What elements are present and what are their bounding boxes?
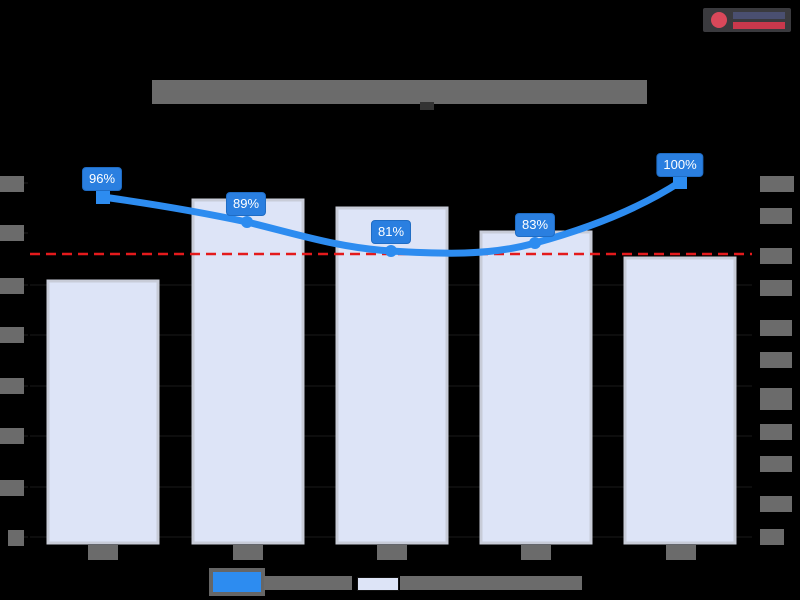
logo-mark-icon — [711, 12, 727, 28]
chart-subtitle-mark — [420, 102, 434, 110]
bars — [46, 198, 737, 545]
legend-bar-label — [400, 576, 582, 590]
legend-line-swatch — [209, 568, 265, 596]
logo-text-top — [733, 12, 785, 19]
x-label — [88, 545, 118, 560]
x-label — [377, 545, 407, 560]
line-markers — [96, 175, 687, 257]
brand-logo — [703, 8, 791, 32]
logo-text-bottom — [733, 22, 785, 29]
data-label: 89% — [225, 192, 267, 216]
data-label: 100% — [656, 153, 704, 177]
chart-title — [152, 80, 647, 104]
legend-bar-swatch — [357, 577, 399, 591]
legend-line-label — [264, 576, 352, 590]
x-label — [233, 545, 263, 560]
data-label: 96% — [81, 167, 123, 191]
data-label: 83% — [514, 213, 556, 237]
x-label — [666, 545, 696, 560]
data-label: 81% — [370, 220, 412, 244]
x-label — [521, 545, 551, 560]
